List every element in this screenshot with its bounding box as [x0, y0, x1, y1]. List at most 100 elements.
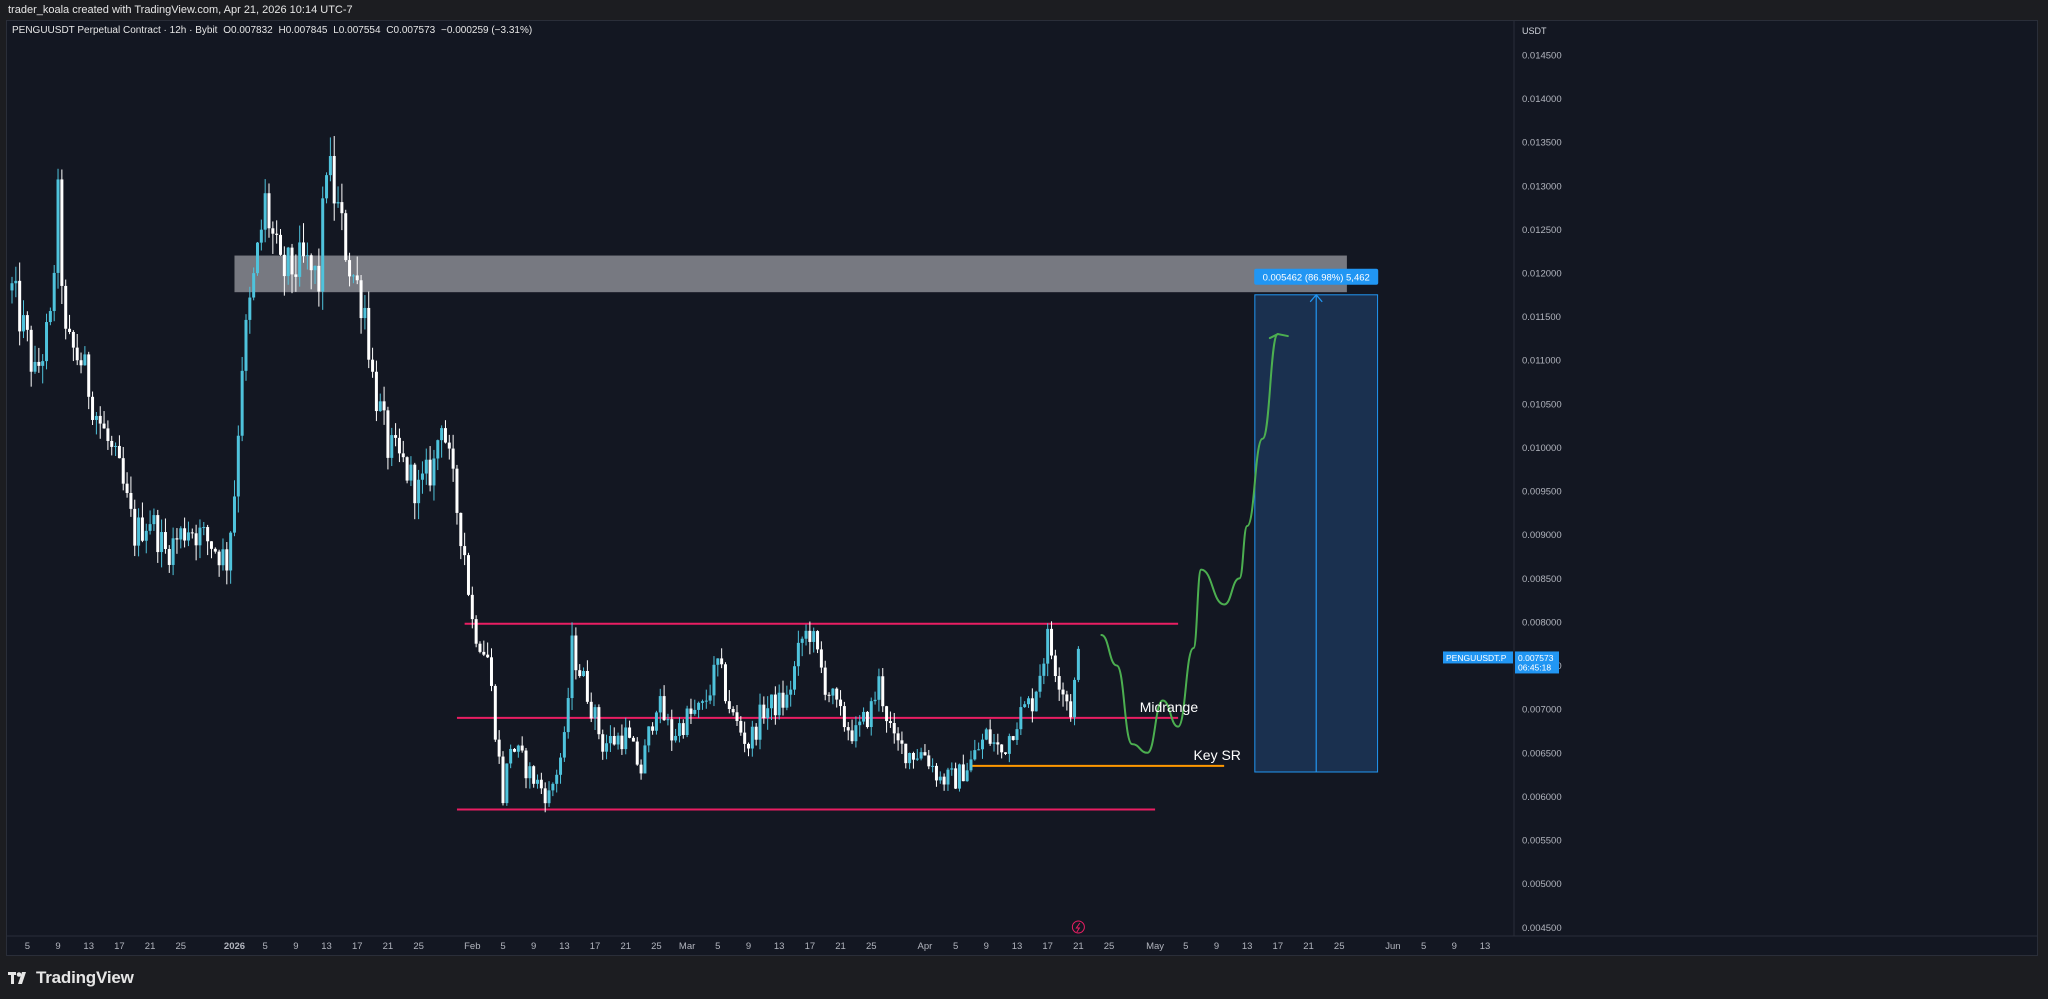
candle-body: [593, 707, 597, 719]
time-tick-label: May: [1146, 941, 1164, 952]
time-tick-label: 25: [1334, 941, 1345, 952]
candle-body: [946, 769, 950, 785]
candle-body: [255, 242, 259, 274]
time-tick-label: 25: [866, 941, 877, 952]
candle-body: [1003, 752, 1007, 754]
time-tick-label: 5: [1421, 941, 1426, 952]
candle-body: [700, 701, 704, 703]
candle-body: [110, 440, 114, 447]
time-tick-label: 25: [651, 941, 662, 952]
price-tick-label: 0.005500: [1522, 836, 1562, 847]
candle-body: [704, 700, 708, 702]
time-tick-label: 17: [114, 941, 125, 952]
candle-body: [125, 483, 129, 493]
tradingview-logo[interactable]: TradingView: [8, 968, 134, 988]
price-chart[interactable]: 0.005462 (86.98%) 5,462 Midrange Key SR U…: [6, 20, 2038, 956]
time-tick-label: 17: [1273, 941, 1284, 952]
candle-body: [516, 745, 520, 752]
footer-bar: TradingView: [0, 956, 2048, 999]
candle-body: [443, 428, 447, 443]
candle-body: [685, 708, 689, 736]
time-tick-label: 17: [590, 941, 601, 952]
time-tick-label: 21: [1073, 941, 1084, 952]
candle-body: [1030, 698, 1034, 712]
high-value: H0.007845: [278, 25, 328, 36]
candle-body: [1000, 744, 1004, 753]
candle-body: [267, 193, 271, 229]
candle-body: [1050, 628, 1054, 656]
time-tick-label: 5: [25, 941, 30, 952]
candle-body: [965, 770, 969, 782]
price-tick-label: 0.008000: [1522, 617, 1562, 628]
candle-body: [225, 549, 229, 571]
candle-body: [597, 707, 601, 735]
candle-body: [25, 315, 29, 330]
candle-body: [290, 247, 294, 275]
time-tick-label: 2026: [224, 941, 245, 952]
candle-body: [957, 764, 961, 789]
candle-body: [612, 735, 616, 745]
price-tick-label: 0.012000: [1522, 268, 1562, 279]
candle-body: [190, 532, 194, 534]
candle-body: [451, 448, 455, 469]
candle-body: [114, 445, 118, 447]
candle-body: [10, 283, 14, 291]
candle-body: [532, 766, 536, 784]
price-badge-countdown: 06:45:18: [1518, 662, 1551, 672]
projection-path[interactable]: [1100, 333, 1279, 754]
candle-body: [800, 638, 804, 643]
candle-body: [923, 752, 927, 756]
time-tick-label: 9: [55, 941, 60, 952]
candle-body: [386, 410, 390, 458]
candle-body: [463, 546, 467, 556]
time-tick-label: 9: [293, 941, 298, 952]
candle-body: [405, 457, 409, 481]
candle-body: [574, 635, 578, 671]
candle-body: [198, 527, 202, 546]
attribution-text: trader_koala created with TradingView.co…: [8, 4, 353, 16]
candle-body: [41, 361, 45, 366]
supply-zone-rect[interactable]: [234, 255, 1347, 293]
candle-body: [279, 234, 283, 255]
candle-body: [582, 671, 586, 677]
candle-body: [842, 706, 846, 728]
candle-body: [727, 701, 731, 709]
candle-body: [969, 759, 973, 771]
candle-body: [712, 664, 716, 696]
open-value: O0.007832: [223, 25, 273, 36]
candle-body: [413, 464, 417, 504]
candle-body: [367, 307, 371, 360]
price-axis: USDT 0.014500 0.014000 0.013500 0.013000 0.01…: [1513, 20, 1562, 936]
candle-body: [904, 743, 908, 764]
price-tick-label: 0.010500: [1522, 399, 1562, 410]
candle-body: [186, 532, 190, 541]
candle-body: [662, 696, 666, 721]
candle-body: [566, 698, 570, 733]
time-tick-label: 21: [145, 941, 156, 952]
candle-body: [578, 670, 582, 677]
candle-body: [570, 635, 574, 699]
candle-body: [762, 704, 766, 719]
price-tick-label: 0.007000: [1522, 705, 1562, 716]
candle-body: [819, 649, 823, 668]
time-tick-label: 13: [559, 941, 570, 952]
candle-body: [689, 708, 693, 714]
candle-body: [927, 755, 931, 767]
candle-body: [244, 319, 248, 371]
candle-body: [743, 732, 747, 744]
time-tick-label: 5: [1183, 941, 1188, 952]
candle-body: [977, 749, 981, 751]
lightning-alert-icon[interactable]: [1071, 920, 1085, 934]
candle-body: [175, 538, 179, 540]
midrange-label[interactable]: Midrange: [1140, 699, 1199, 715]
candle-body: [697, 702, 701, 710]
candle-body: [996, 742, 1000, 745]
time-tick-label: Mar: [679, 941, 695, 952]
candle-body: [117, 445, 121, 459]
key-sr-label[interactable]: Key SR: [1193, 747, 1240, 763]
candle-body: [885, 706, 889, 722]
price-tick-label: 0.013500: [1522, 138, 1562, 149]
candle-body: [854, 725, 858, 742]
candle-body: [194, 533, 198, 546]
candle-body: [670, 719, 674, 741]
